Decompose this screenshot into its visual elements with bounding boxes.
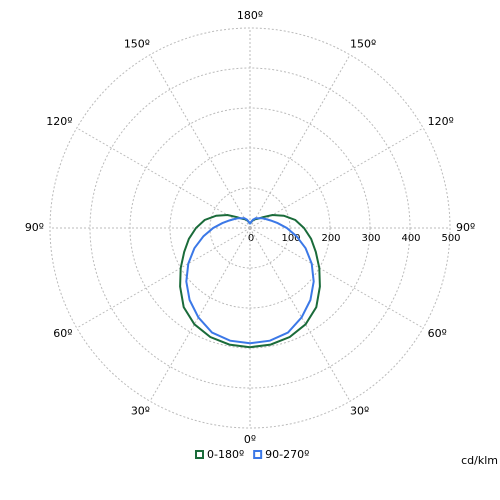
r-tick-label: 300 — [361, 233, 380, 244]
angle-tick-label: 30º — [350, 405, 369, 418]
angle-tick-label: 90º — [456, 221, 475, 234]
grid-spoke — [249, 227, 351, 402]
angle-tick-label: 150º — [350, 37, 376, 50]
r-tick-label: 100 — [281, 233, 300, 244]
grid-spoke — [249, 227, 424, 329]
legend-swatch — [253, 450, 263, 459]
unit-label: cd/klm — [461, 454, 498, 467]
r-tick-label: 500 — [441, 233, 460, 244]
grid-spoke — [149, 54, 251, 229]
r-tick-label: 200 — [321, 233, 340, 244]
angle-tick-label: 120º — [46, 115, 72, 128]
legend-label: 0-180º — [207, 448, 244, 461]
angle-tick-label: 60º — [53, 327, 72, 340]
r-tick-label: 0 — [248, 233, 254, 244]
angle-tick-label: 180º — [237, 9, 263, 22]
angle-tick-label: 90º — [25, 221, 44, 234]
legend-label: 90-270º — [265, 448, 309, 461]
grid-spoke — [76, 227, 251, 329]
grid-spoke — [149, 227, 251, 402]
legend-swatch — [195, 450, 204, 459]
grid-spoke — [76, 127, 251, 229]
grid-circle — [49, 27, 451, 429]
grid-spoke — [249, 127, 424, 229]
angle-tick-label: 120º — [428, 115, 454, 128]
angle-tick-label: 150º — [124, 37, 150, 50]
angle-tick-label: 30º — [131, 405, 150, 418]
grid-spoke — [249, 54, 351, 229]
angle-tick-label: 60º — [428, 327, 447, 340]
r-tick-label: 400 — [401, 233, 420, 244]
curve — [185, 217, 251, 345]
angle-tick-label: 0º — [244, 433, 256, 446]
curve — [249, 217, 315, 345]
